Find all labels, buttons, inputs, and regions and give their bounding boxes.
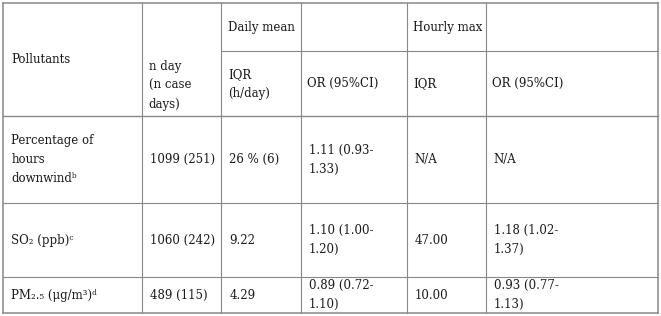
Text: IQR
(h/day): IQR (h/day) (228, 68, 270, 100)
Text: n day
(n case
days): n day (n case days) (149, 60, 191, 111)
Text: 1.11 (0.93-
1.33): 1.11 (0.93- 1.33) (309, 143, 373, 176)
Text: 26 % (6): 26 % (6) (229, 153, 280, 166)
Text: 1099 (251): 1099 (251) (150, 153, 215, 166)
Text: OR (95%CI): OR (95%CI) (307, 77, 379, 90)
Text: Pollutants: Pollutants (11, 53, 71, 66)
Text: 1.10 (1.00-
1.20): 1.10 (1.00- 1.20) (309, 224, 373, 256)
Text: SO₂ (ppb)ᶜ: SO₂ (ppb)ᶜ (11, 234, 74, 246)
Text: N/A: N/A (414, 153, 437, 166)
Text: OR (95%CI): OR (95%CI) (492, 77, 564, 90)
Text: 10.00: 10.00 (414, 289, 448, 301)
Text: Percentage of
hours
downwindᵇ: Percentage of hours downwindᵇ (11, 134, 94, 185)
Text: N/A: N/A (494, 153, 516, 166)
Text: 47.00: 47.00 (414, 234, 448, 246)
Text: Hourly max: Hourly max (413, 21, 483, 34)
Text: 1060 (242): 1060 (242) (150, 234, 215, 246)
Text: IQR: IQR (413, 77, 436, 90)
Text: Daily mean: Daily mean (228, 21, 295, 34)
Text: 9.22: 9.22 (229, 234, 255, 246)
Text: 4.29: 4.29 (229, 289, 256, 301)
Text: 0.89 (0.72-
1.10): 0.89 (0.72- 1.10) (309, 279, 373, 311)
Text: 0.93 (0.77-
1.13): 0.93 (0.77- 1.13) (494, 279, 559, 311)
Text: 1.18 (1.02-
1.37): 1.18 (1.02- 1.37) (494, 224, 558, 256)
Text: PM₂.₅ (μg/m³)ᵈ: PM₂.₅ (μg/m³)ᵈ (11, 289, 97, 301)
Text: 489 (115): 489 (115) (150, 289, 208, 301)
